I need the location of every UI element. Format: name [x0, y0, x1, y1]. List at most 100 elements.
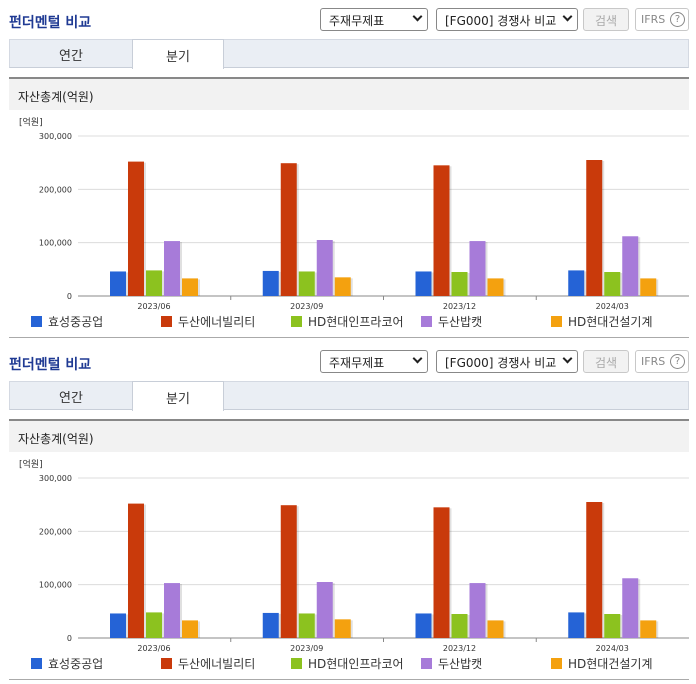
- legend-item[interactable]: 효성중공업: [31, 313, 103, 330]
- legend-item[interactable]: 두산에너빌리티: [161, 655, 255, 672]
- fundamental-panel: 펀더멘털 비교 주재무제표 [FG000] 경쟁사 비교 검색 IFRS ? 연…: [0, 342, 696, 684]
- statement-select[interactable]: 주재무제표: [320, 350, 428, 373]
- compare-select[interactable]: [FG000] 경쟁사 비교: [436, 8, 578, 31]
- bar: [334, 277, 351, 296]
- bar: [586, 502, 603, 638]
- y-tick-label: 100,000: [39, 239, 72, 248]
- fundamental-panel: 펀더멘털 비교 주재무제표 [FG000] 경쟁사 비교 검색 IFRS ? 연…: [0, 0, 696, 338]
- statement-select-value: 주재무제표: [329, 356, 385, 370]
- bar: [182, 278, 198, 296]
- legend-swatch: [31, 316, 42, 327]
- bar: [415, 271, 432, 296]
- legend-swatch: [291, 316, 302, 327]
- unit-label: [억원]: [19, 458, 43, 470]
- tab-annual[interactable]: 연간: [59, 49, 83, 64]
- section-title: 자산총계(억원): [9, 77, 689, 110]
- asset-chart: [억원] 0 100,000 200,000 300,000 2023/06 2023/09…: [9, 452, 689, 680]
- bar: [586, 160, 603, 296]
- bar-chart-svg: [억원] 0 100,000 200,000 300,000 2023/06 2023/09…: [19, 116, 689, 310]
- bar: [604, 272, 621, 296]
- help-icon: ?: [670, 12, 685, 27]
- x-tick-label: 2023/09: [290, 644, 323, 652]
- ifrs-help-button[interactable]: IFRS ?: [635, 350, 689, 373]
- bar: [262, 612, 279, 638]
- compare-select-value: [FG000] 경쟁사 비교: [445, 356, 557, 370]
- period-tabs: 연간 분기: [9, 39, 689, 69]
- legend-swatch: [551, 658, 562, 669]
- bar: [128, 503, 144, 638]
- bar: [433, 507, 450, 638]
- panel-header: 펀더멘털 비교 주재무제표 [FG000] 경쟁사 비교 검색 IFRS ?: [0, 342, 696, 380]
- bar: [298, 613, 315, 638]
- legend-label: 두산밥캣: [438, 315, 483, 329]
- y-tick-label: 100,000: [39, 581, 72, 590]
- legend-item[interactable]: HD현대건설기계: [551, 313, 653, 330]
- ifrs-label: IFRS: [641, 355, 666, 368]
- compare-select[interactable]: [FG000] 경쟁사 비교: [436, 350, 578, 373]
- x-tick-label: 2024/03: [596, 302, 629, 310]
- statement-select-value: 주재무제표: [329, 14, 385, 28]
- tab-quarterly[interactable]: 분기: [132, 381, 224, 411]
- search-button[interactable]: 검색: [583, 8, 629, 31]
- legend-label: 효성중공업: [48, 315, 104, 329]
- section-title: 자산총계(억원): [9, 419, 689, 452]
- bar: [316, 582, 333, 638]
- x-tick-label: 2023/12: [443, 302, 476, 310]
- bar: [334, 619, 351, 638]
- legend-item[interactable]: 두산밥캣: [421, 655, 482, 672]
- bar: [280, 505, 297, 638]
- bar: [110, 271, 126, 296]
- bar: [110, 613, 126, 638]
- y-tick-label: 300,000: [39, 474, 72, 483]
- y-tick-label: 0: [67, 634, 72, 643]
- legend-label: 효성중공업: [48, 657, 104, 671]
- bar: [469, 583, 486, 638]
- legend-label: 두산에너빌리티: [178, 315, 256, 329]
- legend-label: HD현대건설기계: [568, 657, 653, 671]
- x-tick-label: 2023/12: [443, 644, 476, 652]
- bar: [604, 614, 621, 638]
- ifrs-help-button[interactable]: IFRS ?: [635, 8, 689, 31]
- legend-item[interactable]: HD현대인프라코어: [291, 313, 404, 330]
- bar: [262, 270, 279, 296]
- bar: [451, 614, 468, 638]
- help-icon: ?: [670, 354, 685, 369]
- tab-quarterly[interactable]: 분기: [132, 39, 224, 69]
- bar: [164, 583, 180, 638]
- legend-item[interactable]: 두산에너빌리티: [161, 313, 255, 330]
- search-button[interactable]: 검색: [583, 350, 629, 373]
- x-tick-label: 2023/06: [137, 302, 170, 310]
- legend-swatch: [161, 658, 172, 669]
- y-tick-label: 200,000: [39, 185, 72, 194]
- panel-title: 펀더멘털 비교: [9, 357, 92, 373]
- chevron-down-icon: [412, 353, 423, 364]
- bar: [146, 612, 162, 638]
- legend-swatch: [421, 316, 432, 327]
- x-tick-label: 2023/09: [290, 302, 323, 310]
- bar: [298, 271, 315, 296]
- legend-label: HD현대건설기계: [568, 315, 653, 329]
- legend-item[interactable]: 두산밥캣: [421, 313, 482, 330]
- chart-legend: 효성중공업 두산에너빌리티 HD현대인프라코어 두산밥캣 HD현대건설기계: [9, 652, 689, 674]
- legend-item[interactable]: HD현대건설기계: [551, 655, 653, 672]
- legend-item[interactable]: 효성중공업: [31, 655, 103, 672]
- legend-item[interactable]: HD현대인프라코어: [291, 655, 404, 672]
- ifrs-label: IFRS: [641, 13, 666, 26]
- bar: [568, 270, 585, 296]
- bar: [451, 272, 468, 296]
- tab-annual[interactable]: 연간: [59, 391, 83, 406]
- bar: [433, 165, 450, 296]
- legend-swatch: [551, 316, 562, 327]
- chevron-down-icon: [562, 11, 573, 22]
- legend-label: HD현대인프라코어: [308, 657, 404, 671]
- legend-swatch: [161, 316, 172, 327]
- bar: [487, 620, 504, 638]
- bar: [316, 240, 333, 296]
- bar: [568, 612, 585, 638]
- panel-header: 펀더멘털 비교 주재무제표 [FG000] 경쟁사 비교 검색 IFRS ?: [0, 0, 696, 38]
- chart-legend: 효성중공업 두산에너빌리티 HD현대인프라코어 두산밥캣 HD현대건설기계: [9, 310, 689, 332]
- statement-select[interactable]: 주재무제표: [320, 8, 428, 31]
- panel-title: 펀더멘털 비교: [9, 15, 92, 31]
- x-tick-label: 2024/03: [596, 644, 629, 652]
- bar: [182, 620, 198, 638]
